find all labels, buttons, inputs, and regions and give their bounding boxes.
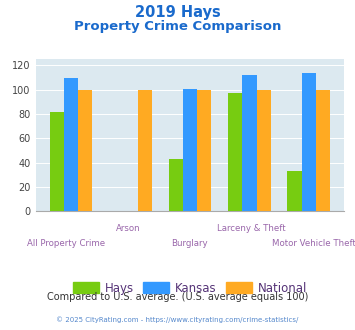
Text: Arson: Arson [116, 224, 141, 233]
Bar [78, 90, 92, 211]
Text: Compared to U.S. average. (U.S. average equals 100): Compared to U.S. average. (U.S. average … [47, 292, 308, 302]
Bar [242, 75, 257, 211]
Bar [138, 90, 152, 211]
Bar [64, 78, 78, 211]
Bar [288, 171, 302, 211]
Text: All Property Crime: All Property Crime [27, 239, 105, 248]
Text: Motor Vehicle Theft: Motor Vehicle Theft [272, 239, 355, 248]
Bar [228, 93, 242, 211]
Text: Property Crime Comparison: Property Crime Comparison [74, 20, 281, 33]
Text: Larceny & Theft: Larceny & Theft [217, 224, 286, 233]
Bar [50, 112, 64, 211]
Text: Burglary: Burglary [171, 239, 208, 248]
Bar [197, 90, 211, 211]
Bar [183, 88, 197, 211]
Bar [169, 159, 183, 211]
Bar [257, 90, 271, 211]
Bar [302, 73, 316, 211]
Text: © 2025 CityRating.com - https://www.cityrating.com/crime-statistics/: © 2025 CityRating.com - https://www.city… [56, 317, 299, 323]
Legend: Hays, Kansas, National: Hays, Kansas, National [68, 277, 312, 299]
Bar [316, 90, 330, 211]
Text: 2019 Hays: 2019 Hays [135, 5, 220, 20]
